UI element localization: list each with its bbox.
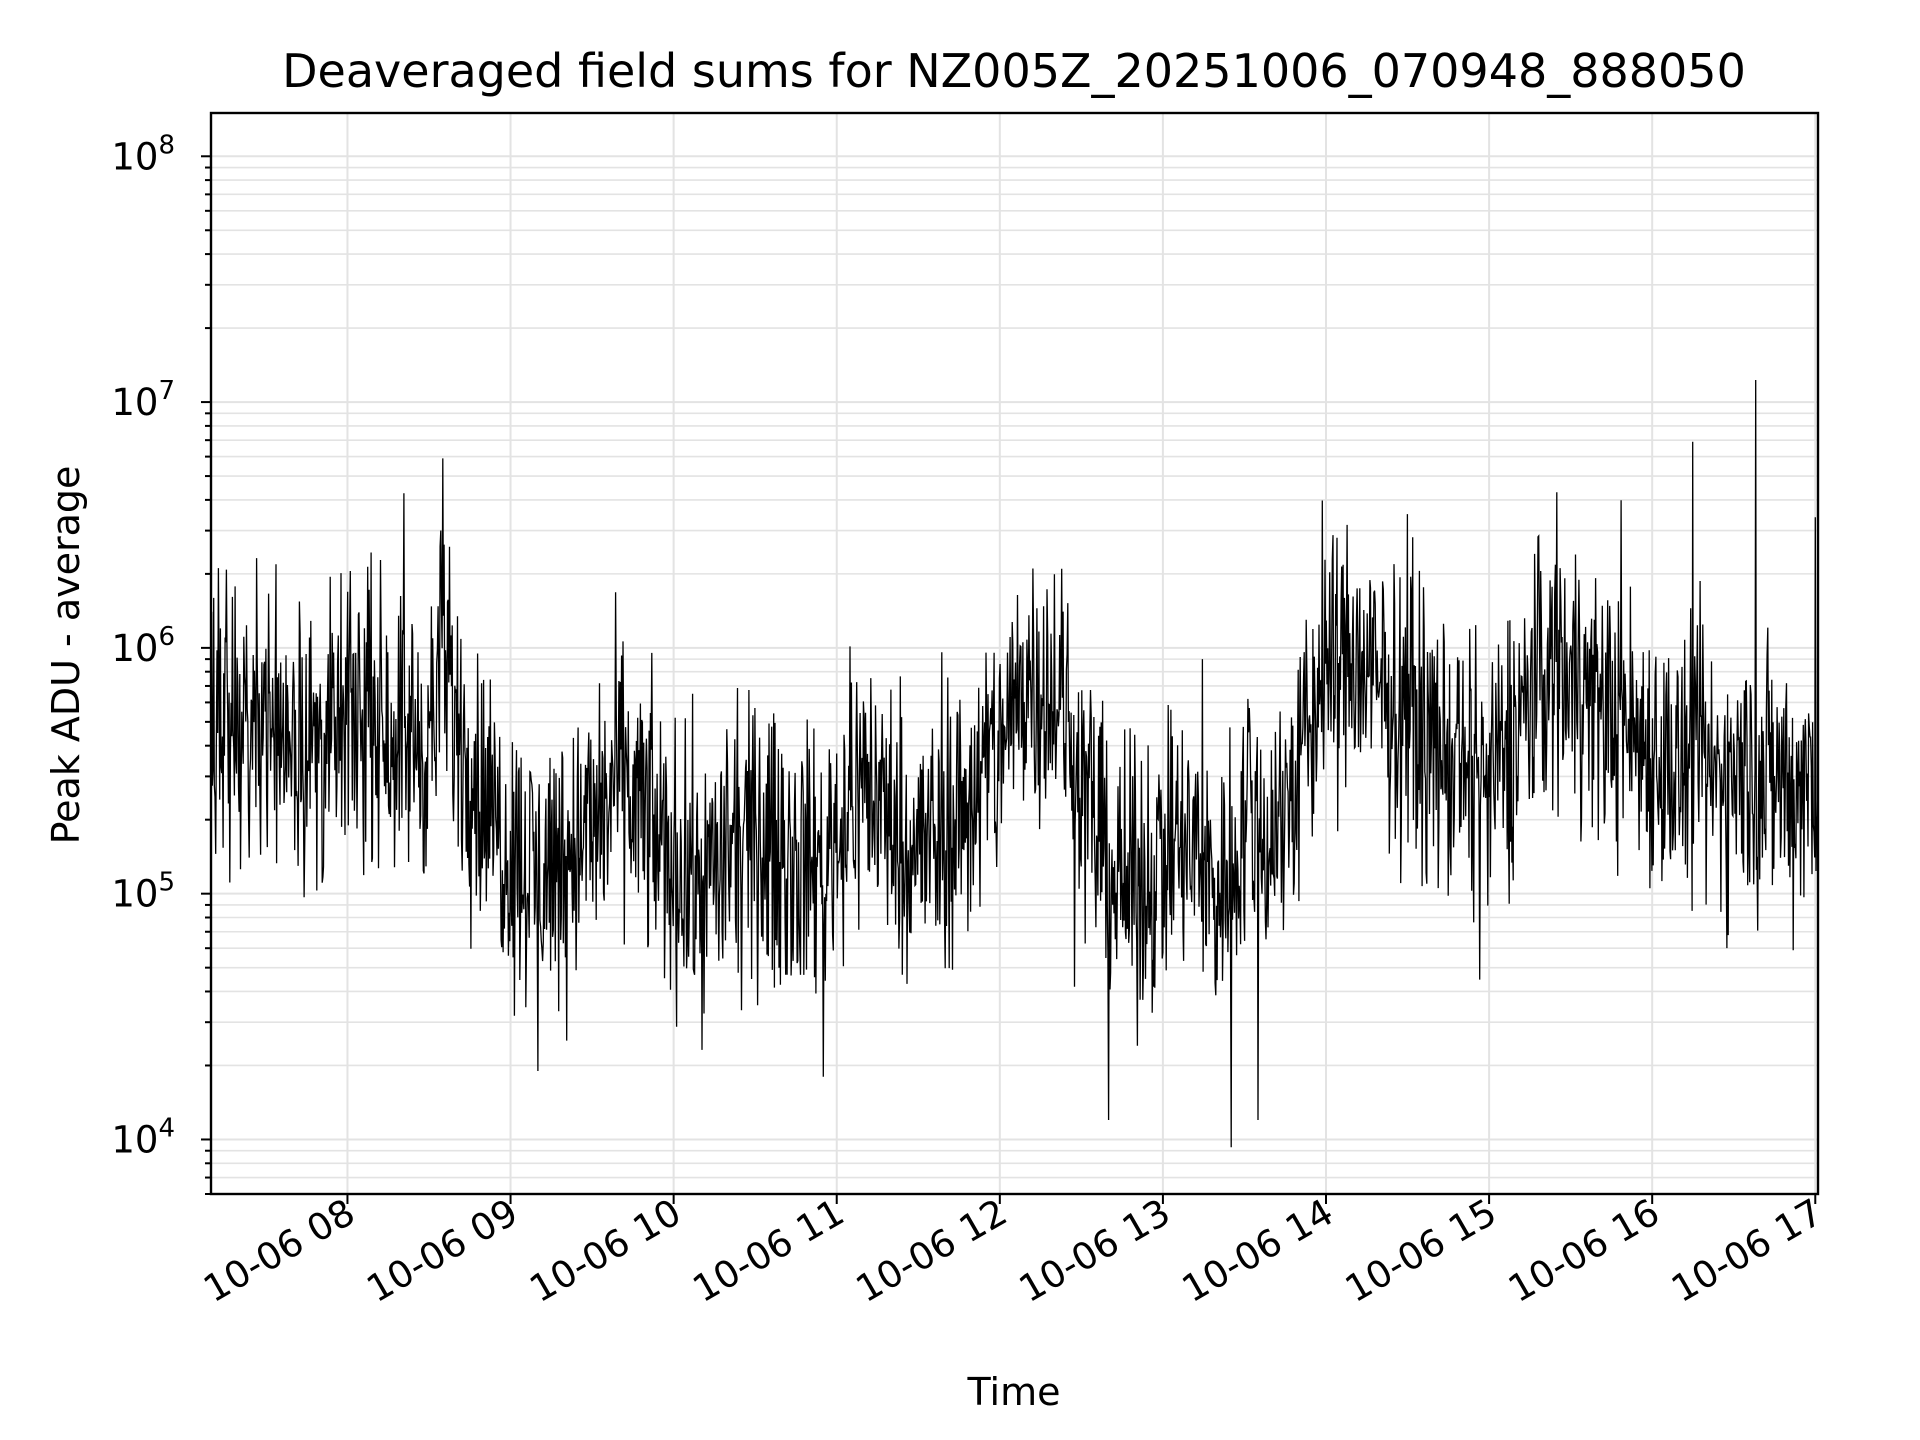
y-tick-label: 108: [111, 130, 175, 178]
grid-lines: [211, 113, 1818, 1195]
chart-title: Deaveraged field sums for NZ005Z_2025100…: [282, 44, 1746, 98]
data-series-line: [210, 379, 1819, 1148]
y-tick-label: 107: [111, 376, 175, 424]
y-tick-label: 105: [111, 868, 175, 916]
y-tick-label: 104: [111, 1113, 175, 1161]
series-path: [210, 379, 1819, 1148]
x-axis-label: Time: [967, 1370, 1061, 1414]
y-axis: 104 105 106 107 108: [111, 130, 211, 1195]
y-axis-label: Peak ADU - average: [44, 466, 88, 845]
y-tick-label: 106: [111, 622, 175, 670]
plot-frame: [209, 111, 1820, 1196]
